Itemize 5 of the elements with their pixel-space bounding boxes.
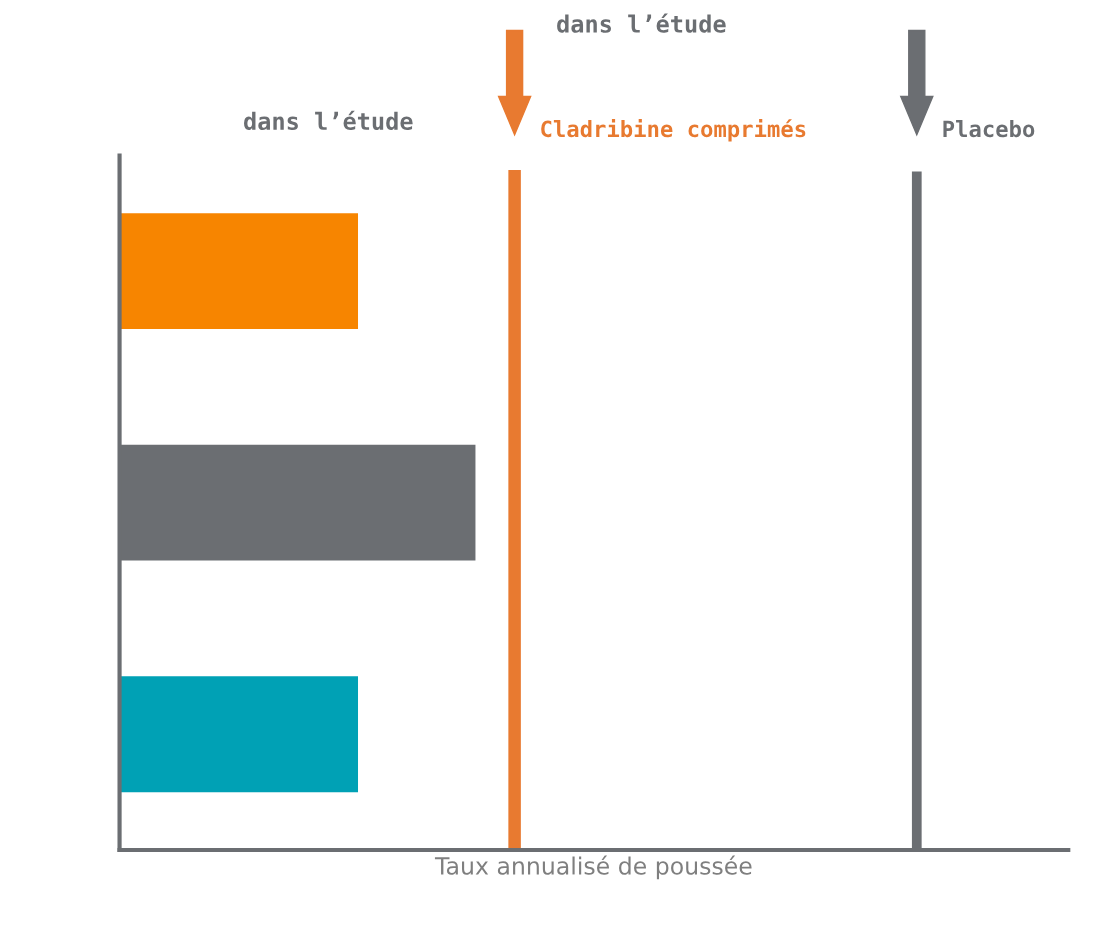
ref-line-label: Cladribine comprimés xyxy=(541,118,806,142)
text: dans l’étude xyxy=(244,110,413,131)
text: dans l’étude xyxy=(557,13,726,33)
x-axis-title: Taux annualisé de poussée xyxy=(434,855,752,880)
ref-line-label: Placebo xyxy=(943,120,1035,138)
